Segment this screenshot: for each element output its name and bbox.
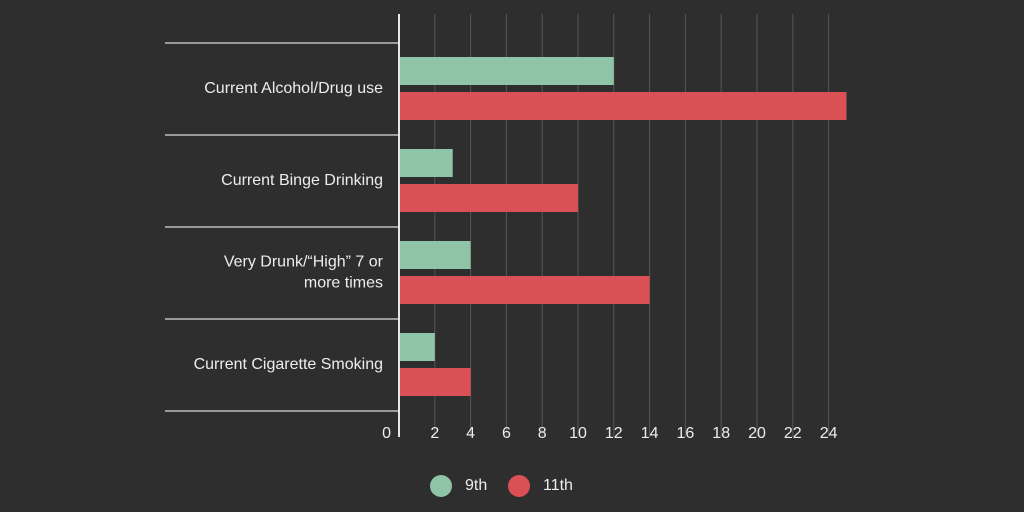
x-tick-label: 18 — [712, 425, 730, 442]
category-label: Very Drunk/“High” 7 or more times — [224, 254, 384, 292]
x-tick-label: 24 — [820, 425, 838, 442]
category-label-line: Current Binge Drinking — [221, 172, 383, 189]
bar-9th-1 — [399, 149, 453, 177]
legend-label-9th: 9th — [465, 477, 487, 494]
bar-9th-2 — [399, 241, 471, 269]
x-tick-label: 14 — [641, 425, 659, 442]
category-label-line: Current Alcohol/Drug use — [204, 80, 383, 97]
x-tick-label: 8 — [538, 425, 547, 442]
category-label: Current Cigarette Smoking — [194, 356, 383, 373]
legend-label-11th: 11th — [543, 477, 573, 494]
category-label-line: Very Drunk/“High” 7 or — [224, 254, 384, 271]
category-separators — [165, 42, 399, 412]
category-label-line: Current Cigarette Smoking — [194, 356, 383, 373]
x-tick-label: 0 — [382, 425, 391, 442]
x-tick-label: 6 — [502, 425, 511, 442]
bar-11th-1 — [399, 184, 578, 212]
bar-9th-3 — [399, 333, 435, 361]
bar-11th-3 — [399, 368, 471, 396]
bar-11th-2 — [399, 276, 650, 304]
bar-11th-0 — [399, 92, 847, 120]
x-tick-label: 4 — [466, 425, 475, 442]
bar-9th-0 — [399, 57, 614, 85]
x-tick-label: 12 — [605, 425, 623, 442]
x-tick-label: 16 — [677, 425, 695, 442]
category-label: Current Alcohol/Drug use — [204, 80, 383, 97]
legend: 9th 11th — [430, 475, 573, 497]
category-labels: Current Alcohol/Drug use Current Binge Dr… — [194, 80, 384, 373]
legend-swatch-11th — [508, 475, 530, 497]
x-tick-labels: 0 2 4 6 8 10 12 14 16 18 20 22 24 — [382, 425, 838, 442]
x-tick-label: 22 — [784, 425, 802, 442]
x-tick-label: 2 — [430, 425, 439, 442]
category-label-line: more times — [304, 275, 383, 292]
category-label: Current Binge Drinking — [221, 172, 383, 189]
legend-swatch-9th — [430, 475, 452, 497]
x-tick-label: 20 — [748, 425, 766, 442]
x-tick-label: 10 — [569, 425, 587, 442]
bars — [399, 57, 847, 396]
